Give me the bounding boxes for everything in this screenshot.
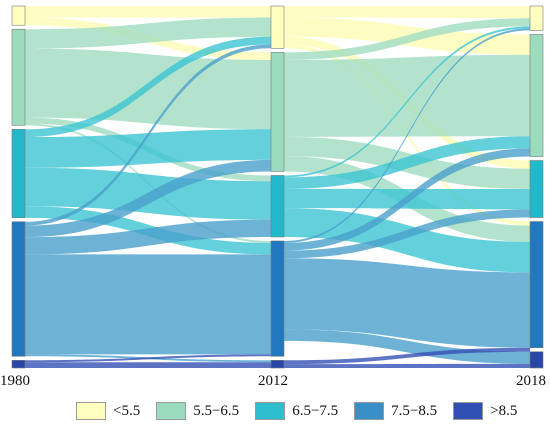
flow-link <box>25 219 271 255</box>
flow-link <box>25 254 271 355</box>
legend-label: <5.5 <box>113 402 141 419</box>
flow-link <box>284 347 530 365</box>
node-bar <box>270 51 285 172</box>
legend-swatch <box>453 402 484 420</box>
year-label-2012: 2012 <box>258 373 288 389</box>
flow-link <box>284 18 530 60</box>
legend-label: >8.5 <box>490 402 518 419</box>
flow-link <box>284 26 530 178</box>
sankey-links <box>25 6 530 368</box>
flow-link <box>284 363 530 368</box>
flow-link <box>25 44 271 226</box>
node-bar <box>270 360 285 369</box>
legend-item-5-5-6-5: 5.5−6.5 <box>156 402 239 420</box>
node-bar <box>529 221 544 349</box>
flow-link <box>284 329 530 364</box>
legend-item-gt-8-5: >8.5 <box>453 402 517 420</box>
node-bar <box>11 28 26 126</box>
sankey-nodes <box>11 5 544 369</box>
node-bar <box>11 129 26 219</box>
legend-label: 7.5−8.5 <box>391 402 438 419</box>
node-bar <box>270 175 285 238</box>
node-bar <box>529 34 544 157</box>
legend-label: 5.5−6.5 <box>193 402 240 419</box>
flow-link <box>284 6 530 19</box>
flow-link <box>25 36 271 138</box>
flow-link <box>284 258 530 348</box>
flow-link <box>284 28 530 243</box>
node-bar <box>11 221 26 357</box>
flow-link <box>284 208 530 273</box>
flow-link <box>284 54 530 137</box>
year-label-1980: 1980 <box>0 373 30 389</box>
year-label-2018: 2018 <box>516 373 546 389</box>
flow-link <box>25 159 271 238</box>
legend-label: 6.5−7.5 <box>292 402 339 419</box>
node-bar <box>11 5 26 26</box>
node-bar <box>529 5 544 31</box>
legend-swatch <box>76 402 106 420</box>
legend-swatch <box>156 402 187 420</box>
flow-link <box>25 6 271 18</box>
legend-item-lt-5-5: <5.5 <box>76 402 140 420</box>
flow-link <box>284 209 530 259</box>
legend-item-7-5-8-5: 7.5−8.5 <box>354 402 437 420</box>
node-bar <box>270 240 285 357</box>
node-bar <box>11 360 26 369</box>
node-bar <box>529 160 544 218</box>
legend-item-6-5-7-5: 6.5−7.5 <box>255 402 338 420</box>
legend: <5.5 5.5−6.5 6.5−7.5 7.5−8.5 >8.5 <box>76 400 533 422</box>
flow-link <box>284 148 530 251</box>
flow-link <box>284 136 530 189</box>
legend-swatch <box>255 402 286 420</box>
legend-swatch <box>354 402 385 420</box>
node-bar <box>529 351 544 369</box>
node-bar <box>270 5 285 49</box>
flow-link <box>25 17 271 49</box>
flow-link <box>25 354 271 363</box>
flow-link <box>25 362 271 368</box>
flow-link <box>25 129 271 168</box>
